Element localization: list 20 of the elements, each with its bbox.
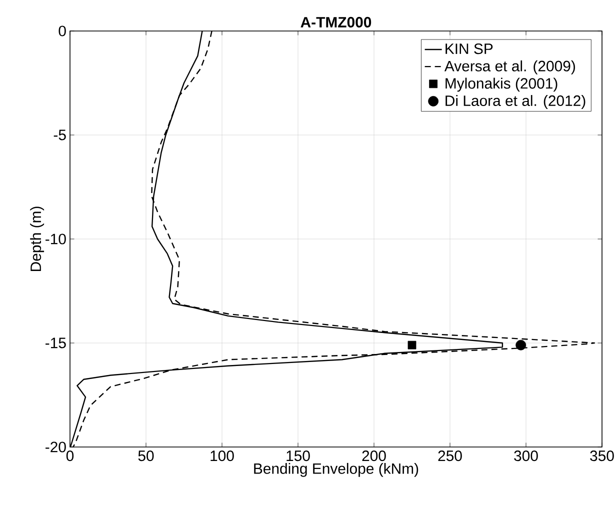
y-tick-label: -10 [46, 234, 66, 244]
x-axis-title: Bending Envelope (kNm) [254, 462, 418, 477]
x-tick-label: 350 [590, 450, 614, 462]
legend-label: Di Laora et al. (2012) [446, 95, 586, 109]
x-tick-label: 50 [138, 450, 154, 462]
x-tick-label: 250 [438, 450, 462, 462]
legend-label: Mylonakis (2001) [446, 78, 558, 92]
y-tick-label: -5 [54, 130, 66, 140]
x-tick-label: 200 [362, 450, 386, 462]
y-tick-label: -20 [46, 442, 66, 452]
x-tick-label: 100 [210, 450, 234, 462]
y-tick-label: -15 [46, 338, 66, 348]
x-tick-label: 150 [286, 450, 310, 462]
y-tick-label: 0 [58, 26, 66, 36]
x-tick-label: 300 [514, 450, 538, 462]
legend-label: Aversa et al. (2009) [444, 60, 575, 74]
x-tick-label: 0 [66, 450, 74, 462]
legend-label: KIN SP [446, 44, 493, 54]
chart-title: A-TMZ000 [300, 16, 372, 28]
y-axis-title: Depth (m) [30, 206, 44, 271]
